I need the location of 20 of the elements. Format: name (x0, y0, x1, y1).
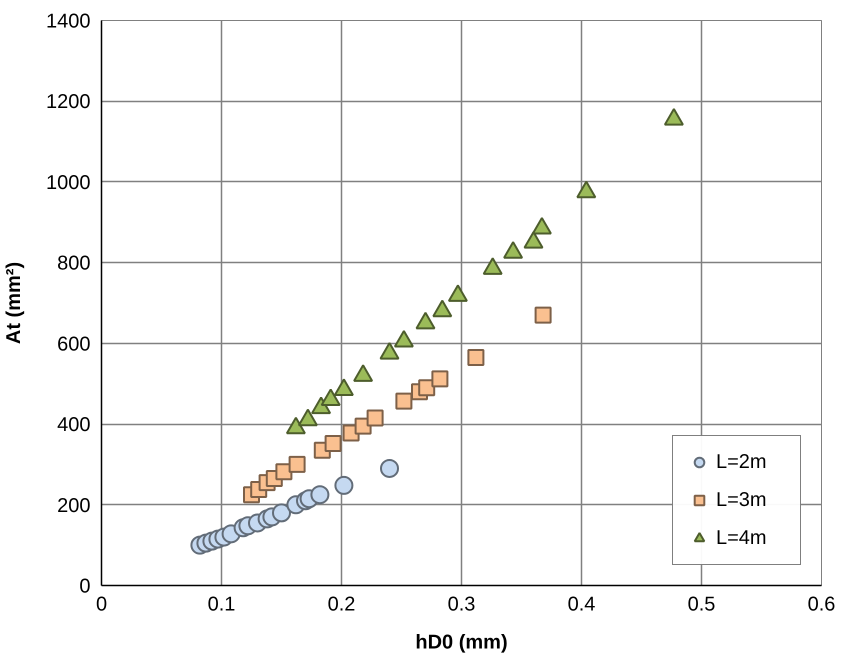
y-tick-label: 1200 (46, 91, 91, 114)
x-tick-label: 0.6 (808, 594, 836, 616)
legend-label: L=2m (716, 450, 768, 474)
legend-label: L=4m (716, 526, 768, 550)
y-tick-label: 600 (57, 333, 91, 356)
y-tick-label: 1400 (46, 10, 91, 32)
x-tick-label: 0.2 (328, 594, 356, 616)
y-tick-label: 400 (57, 414, 91, 436)
x-tick-label: 0.1 (208, 594, 236, 616)
y-tick-label: 1000 (46, 172, 91, 194)
x-tick-label: 0.3 (448, 594, 476, 616)
y-tick-label: 0 (79, 576, 90, 598)
x-axis-title: hD0 (mm) (415, 632, 508, 654)
y-axis-title: At (mm²) (3, 262, 26, 344)
y-tick-label: 200 (57, 494, 91, 517)
x-tick-label: 0.4 (568, 594, 596, 616)
y-tick-label: 800 (57, 252, 91, 275)
legend-label: L=3m (716, 488, 768, 512)
x-tick-label: 0 (96, 594, 108, 616)
x-tick-label: 0.5 (688, 594, 716, 616)
